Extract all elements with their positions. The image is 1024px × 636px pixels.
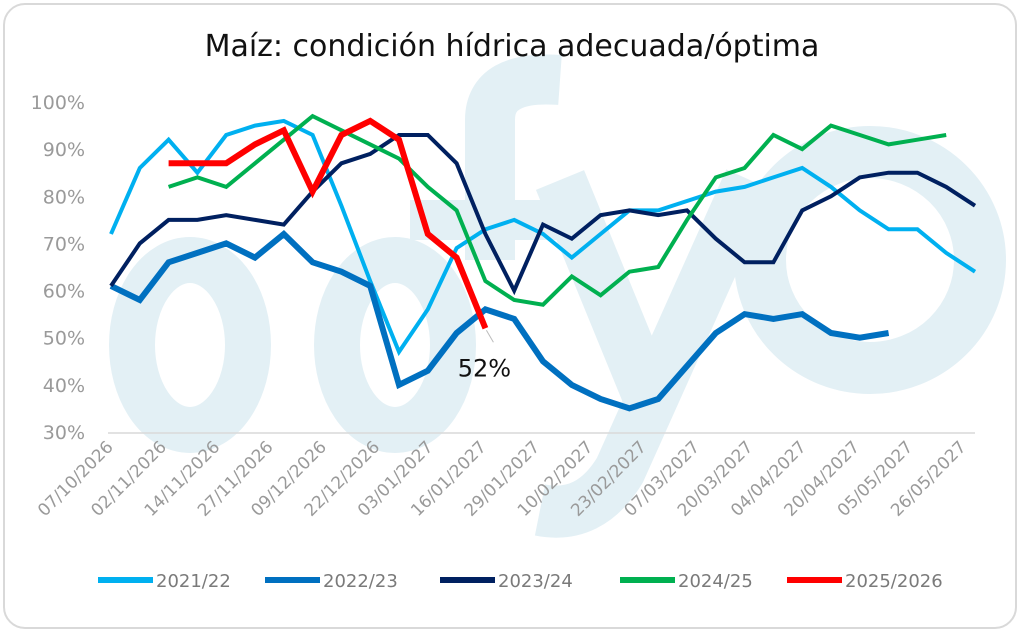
legend-item: 2021/22 — [98, 571, 231, 592]
chart-title: Maíz: condición hídrica adecuada/óptima — [205, 29, 820, 64]
annotation-leader — [485, 330, 494, 343]
legend-label: 2021/22 — [156, 571, 231, 592]
series-line-2022-23 — [109, 229, 890, 412]
legend-item: 2023/24 — [440, 571, 573, 592]
y-tick-label: 30% — [43, 422, 85, 444]
data-label-last-value: 52% — [458, 354, 511, 382]
y-tick-label: 80% — [43, 186, 85, 208]
series-line-2024-25 — [167, 113, 947, 307]
legend-label: 2022/23 — [323, 571, 398, 592]
legend-item: 2022/23 — [265, 571, 398, 592]
y-tick-label: 70% — [43, 233, 85, 255]
legend-label: 2024/25 — [678, 571, 753, 592]
legend-item: 2025/2026 — [787, 571, 943, 592]
y-tick-label: 40% — [43, 375, 85, 397]
y-tick-label: 50% — [43, 328, 85, 350]
legend-label: 2023/24 — [498, 571, 573, 592]
legend-label: 2025/2026 — [845, 571, 943, 592]
y-tick-label: 90% — [43, 139, 85, 161]
series-line-2025-2026 — [168, 117, 489, 330]
chart-frame — [3, 3, 1017, 629]
legend-item: 2024/25 — [620, 571, 753, 592]
y-tick-label: 100% — [31, 92, 85, 114]
y-tick-label: 60% — [43, 281, 85, 303]
